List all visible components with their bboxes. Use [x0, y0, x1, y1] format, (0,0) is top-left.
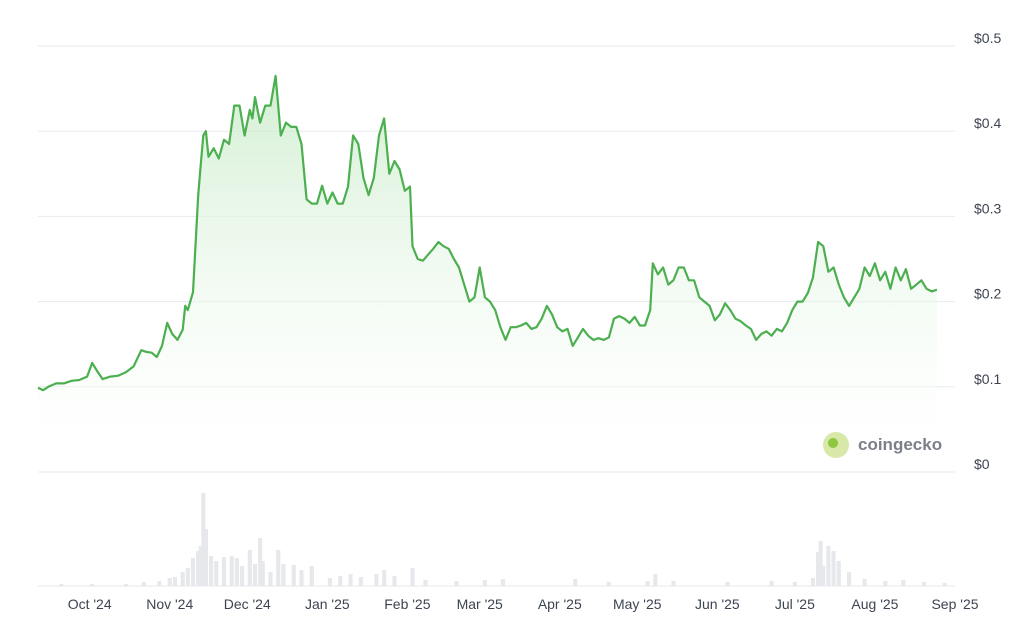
volume-bar: [862, 579, 867, 586]
x-tick-label: Aug '25: [851, 596, 898, 612]
volume-bar: [901, 580, 906, 586]
x-tick-label: Dec '24: [224, 596, 271, 612]
volume-bar: [818, 541, 823, 586]
price-line: [37, 74, 938, 392]
volume-bar: [190, 558, 196, 586]
x-tick-label: Sep '25: [931, 596, 978, 612]
price-area: [38, 75, 937, 444]
volume-bar: [201, 493, 206, 586]
x-axis: Oct '24 Nov '24 Dec '24 Jan '25 Feb '25 Mar '…: [68, 596, 979, 612]
volume-bar: [792, 582, 797, 586]
coingecko-watermark: coingecko: [823, 432, 942, 458]
volume-bar: [382, 570, 387, 586]
volume-bar: [573, 579, 578, 586]
x-tick-label: Jul '25: [775, 596, 815, 612]
volume-bar: [281, 564, 286, 586]
x-tick-label: Nov '24: [146, 596, 193, 612]
volume-bar: [482, 580, 487, 586]
x-tick-label: Apr '25: [538, 596, 582, 612]
volume-bar: [883, 581, 888, 586]
x-tick-label: Oct '24: [68, 596, 112, 612]
volume-bar: [229, 556, 234, 586]
volume-bar: [606, 582, 611, 586]
price-area-fill: [38, 75, 937, 444]
y-tick-label: $0: [974, 456, 990, 472]
volume-bar: [239, 566, 245, 586]
volume-bar: [291, 565, 296, 586]
x-tick-label: Jan '25: [305, 596, 350, 612]
x-tick-label: Feb '25: [384, 596, 430, 612]
volume-bar: [268, 572, 273, 586]
volume-bar: [653, 574, 658, 586]
gecko-logo-eye: [828, 438, 838, 448]
volume-bar: [831, 551, 836, 586]
volume-bar: [90, 584, 95, 586]
volume-bar: [185, 568, 190, 586]
volume-bar: [252, 564, 258, 586]
volume-bar: [671, 581, 676, 586]
volume-bar: [234, 558, 239, 586]
volume-bar: [423, 580, 428, 586]
volume-bar: [258, 538, 263, 586]
y-tick-label: $0.3: [974, 200, 1001, 216]
volume-bars: [59, 493, 947, 586]
volume-bar: [260, 561, 265, 586]
volume-bar: [836, 561, 841, 586]
volume-bar: [338, 576, 343, 586]
y-tick-label: $0.4: [974, 115, 1001, 131]
volume-bar: [123, 584, 128, 586]
price-line-path: [37, 74, 938, 392]
volume-bar: [309, 566, 314, 586]
watermark-text: coingecko: [858, 435, 942, 454]
volume-bar: [180, 572, 185, 586]
y-axis: $0 $0.1 $0.2 $0.3 $0.4 $0.5: [974, 30, 1001, 472]
volume-bar: [374, 574, 379, 586]
volume-bar: [157, 581, 162, 586]
volume-bar: [59, 584, 64, 586]
volume-bar: [358, 577, 363, 586]
volume-bar: [410, 568, 415, 586]
y-tick-label: $0.1: [974, 371, 1001, 387]
x-tick-label: Mar '25: [457, 596, 503, 612]
volume-bar: [725, 582, 730, 586]
volume-bar: [209, 556, 214, 586]
volume-bar: [172, 577, 177, 586]
x-tick-label: Jun '25: [695, 596, 740, 612]
volume-bar: [214, 561, 219, 586]
volume-bar: [769, 581, 774, 586]
volume-bar: [942, 583, 947, 586]
volume-bar: [454, 581, 459, 586]
volume-bar: [810, 578, 815, 586]
volume-bar: [141, 582, 146, 586]
y-tick-label: $0.2: [974, 286, 1001, 302]
volume-bar: [847, 572, 852, 586]
volume-bar: [645, 581, 650, 586]
volume-bar: [821, 566, 826, 586]
volume-bar: [826, 546, 831, 586]
volume-bar: [816, 552, 821, 586]
volume-bar: [196, 551, 201, 586]
volume-bar: [348, 574, 353, 586]
volume-bar: [299, 570, 304, 586]
volume-bar: [276, 550, 281, 586]
volume-bar: [392, 576, 397, 586]
volume-bar: [327, 578, 332, 586]
volume-bar: [167, 578, 172, 586]
volume-bar: [221, 557, 227, 586]
volume-bar: [198, 546, 203, 586]
volume-bar: [921, 582, 927, 586]
volume-bar: [203, 529, 208, 586]
y-tick-label: $0.5: [974, 30, 1001, 46]
volume-bar: [247, 550, 252, 586]
x-tick-label: May '25: [613, 596, 662, 612]
volume-bar: [500, 579, 506, 586]
